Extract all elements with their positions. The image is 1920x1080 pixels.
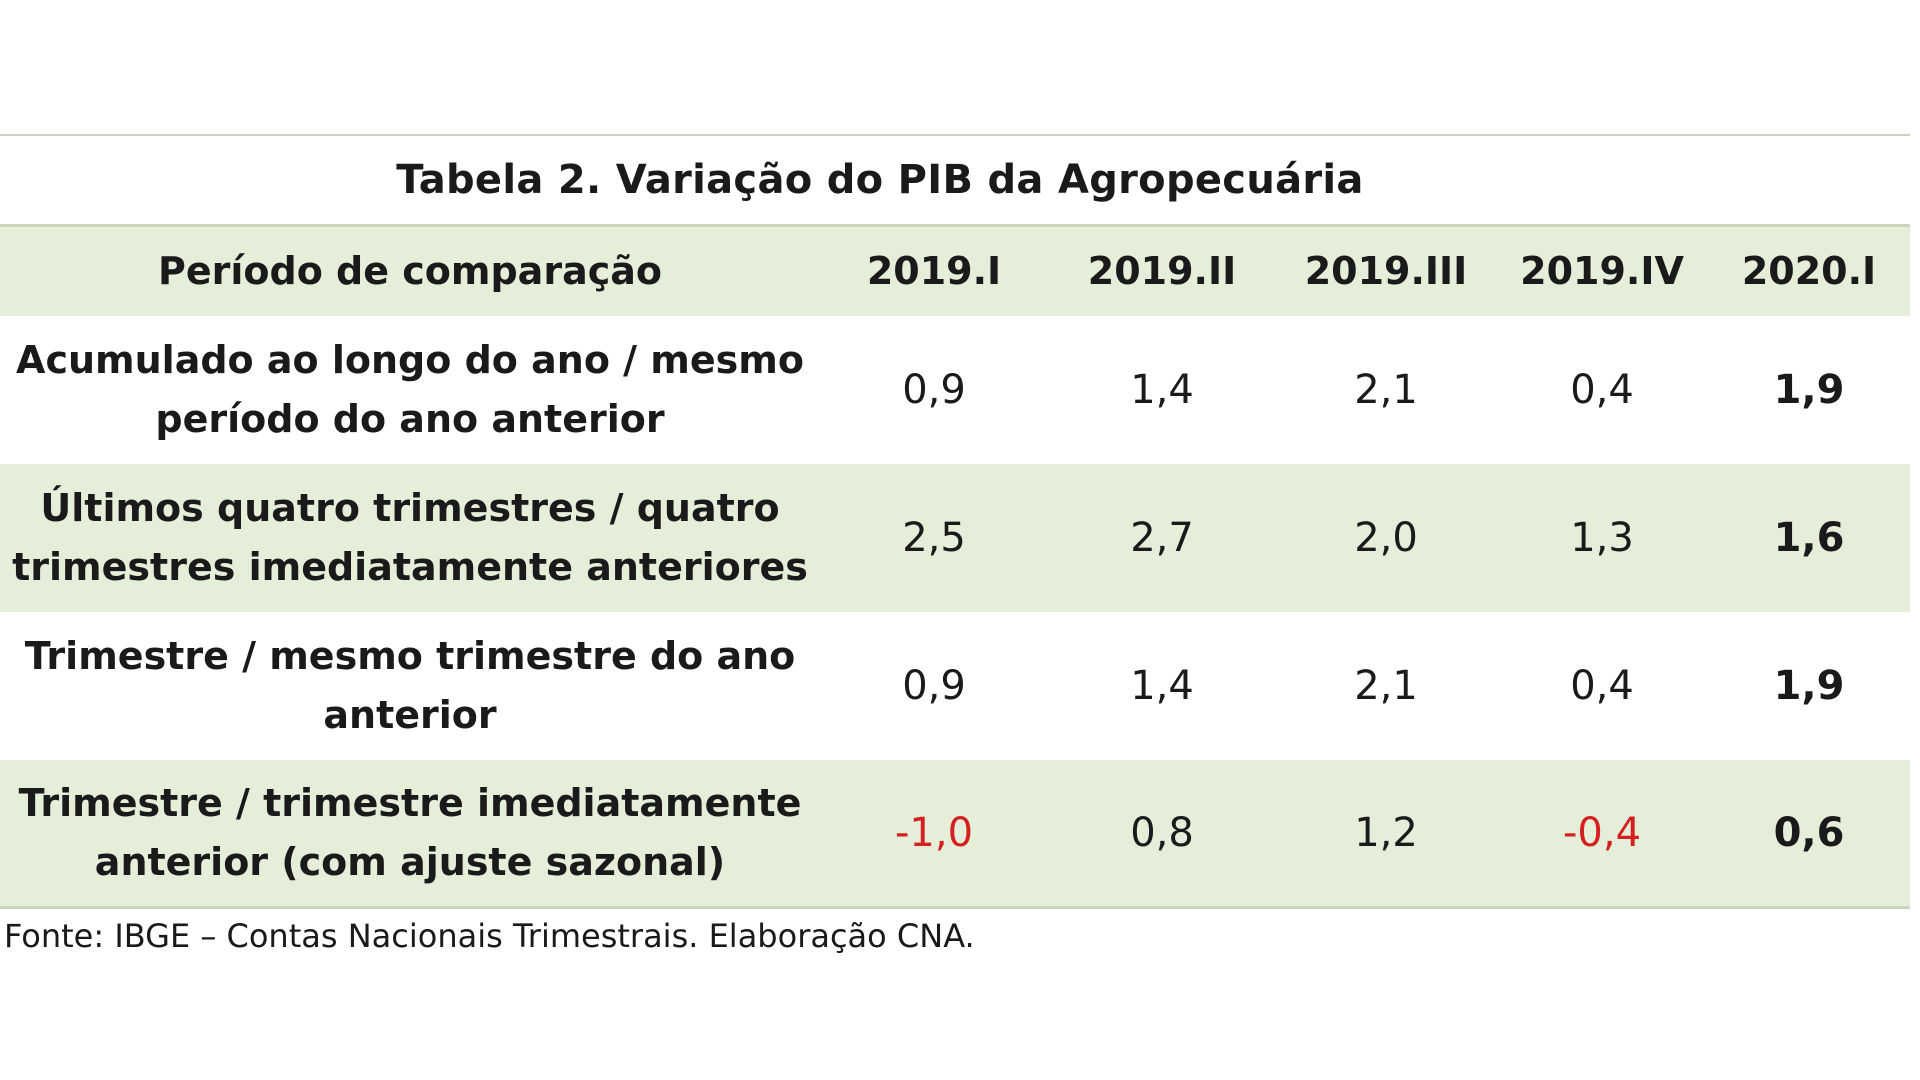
row-label-line: Acumulado ao longo do ano / mesmo: [16, 337, 804, 382]
value-cell: 0,8: [1048, 759, 1276, 909]
gdp-variation-table: Período de comparação 2019.I 2019.II 201…: [0, 224, 1910, 909]
row-label: Últimos quatro trimestres / quatro trime…: [0, 464, 820, 612]
source-note: Fonte: IBGE – Contas Nacionais Trimestra…: [4, 917, 975, 955]
header-2019-i: 2019.I: [820, 224, 1048, 316]
header-2019-iv: 2019.IV: [1496, 224, 1708, 316]
value-cell-negative: -0,4: [1496, 759, 1708, 909]
value-cell: 0,9: [902, 662, 966, 709]
row-label: Acumulado ao longo do ano / mesmo períod…: [0, 316, 820, 464]
row-label-line: Últimos quatro trimestres / quatro: [40, 485, 780, 530]
value-cell: 0,9: [902, 366, 966, 413]
value-cell-latest: 1,6: [1773, 514, 1845, 561]
row-label: Trimestre / trimestre imediatamente ante…: [0, 759, 820, 909]
value-cell: 1,3: [1570, 514, 1634, 561]
header-period-label: Período de comparação: [0, 224, 820, 316]
header-2019-ii: 2019.II: [1048, 224, 1276, 316]
document-table-figure: Tabela 2. Variação do PIB da Agropecuári…: [0, 134, 1910, 955]
value-cell: 2,1: [1354, 366, 1418, 413]
table-header-row: Período de comparação 2019.I 2019.II 201…: [0, 224, 1910, 316]
value-cell: 1,4: [1130, 662, 1194, 709]
value-cell: 2,0: [1354, 514, 1418, 561]
value-cell-negative: -1,0: [820, 759, 1048, 909]
value-cell: 0,4: [1570, 366, 1634, 413]
header-2019-iii: 2019.III: [1276, 224, 1496, 316]
table-title: Tabela 2. Variação do PIB da Agropecuári…: [396, 157, 1364, 203]
value-cell: 1,4: [1130, 366, 1194, 413]
row-label-line: Trimestre / trimestre imediatamente: [18, 780, 802, 825]
value-cell: 2,7: [1130, 514, 1194, 561]
table-row: Acumulado ao longo do ano / mesmo períod…: [0, 316, 1910, 464]
row-label-line: trimestres imediatamente anteriores: [12, 544, 808, 589]
row-label-line: período do ano anterior: [155, 396, 665, 441]
table-row: Trimestre / trimestre imediatamente ante…: [0, 759, 1910, 909]
value-cell-latest: 1,9: [1773, 662, 1845, 709]
value-cell-latest: 0,6: [1708, 759, 1910, 909]
row-label: Trimestre / mesmo trimestre do ano anter…: [0, 612, 820, 760]
value-cell-latest: 1,9: [1773, 366, 1845, 413]
row-label-line: anterior: [323, 692, 497, 737]
header-2020-i: 2020.I: [1708, 224, 1910, 316]
value-cell: 2,5: [902, 514, 966, 561]
table-row: Últimos quatro trimestres / quatro trime…: [0, 463, 1910, 612]
table-row: Trimestre / mesmo trimestre do ano anter…: [0, 612, 1910, 760]
top-rule: [0, 134, 1910, 136]
row-label-line: Trimestre / mesmo trimestre do ano: [24, 633, 796, 678]
value-cell: 1,2: [1276, 759, 1496, 909]
value-cell: 2,1: [1354, 662, 1418, 709]
row-label-line: anterior (com ajuste sazonal): [94, 839, 726, 884]
value-cell: 0,4: [1570, 662, 1634, 709]
